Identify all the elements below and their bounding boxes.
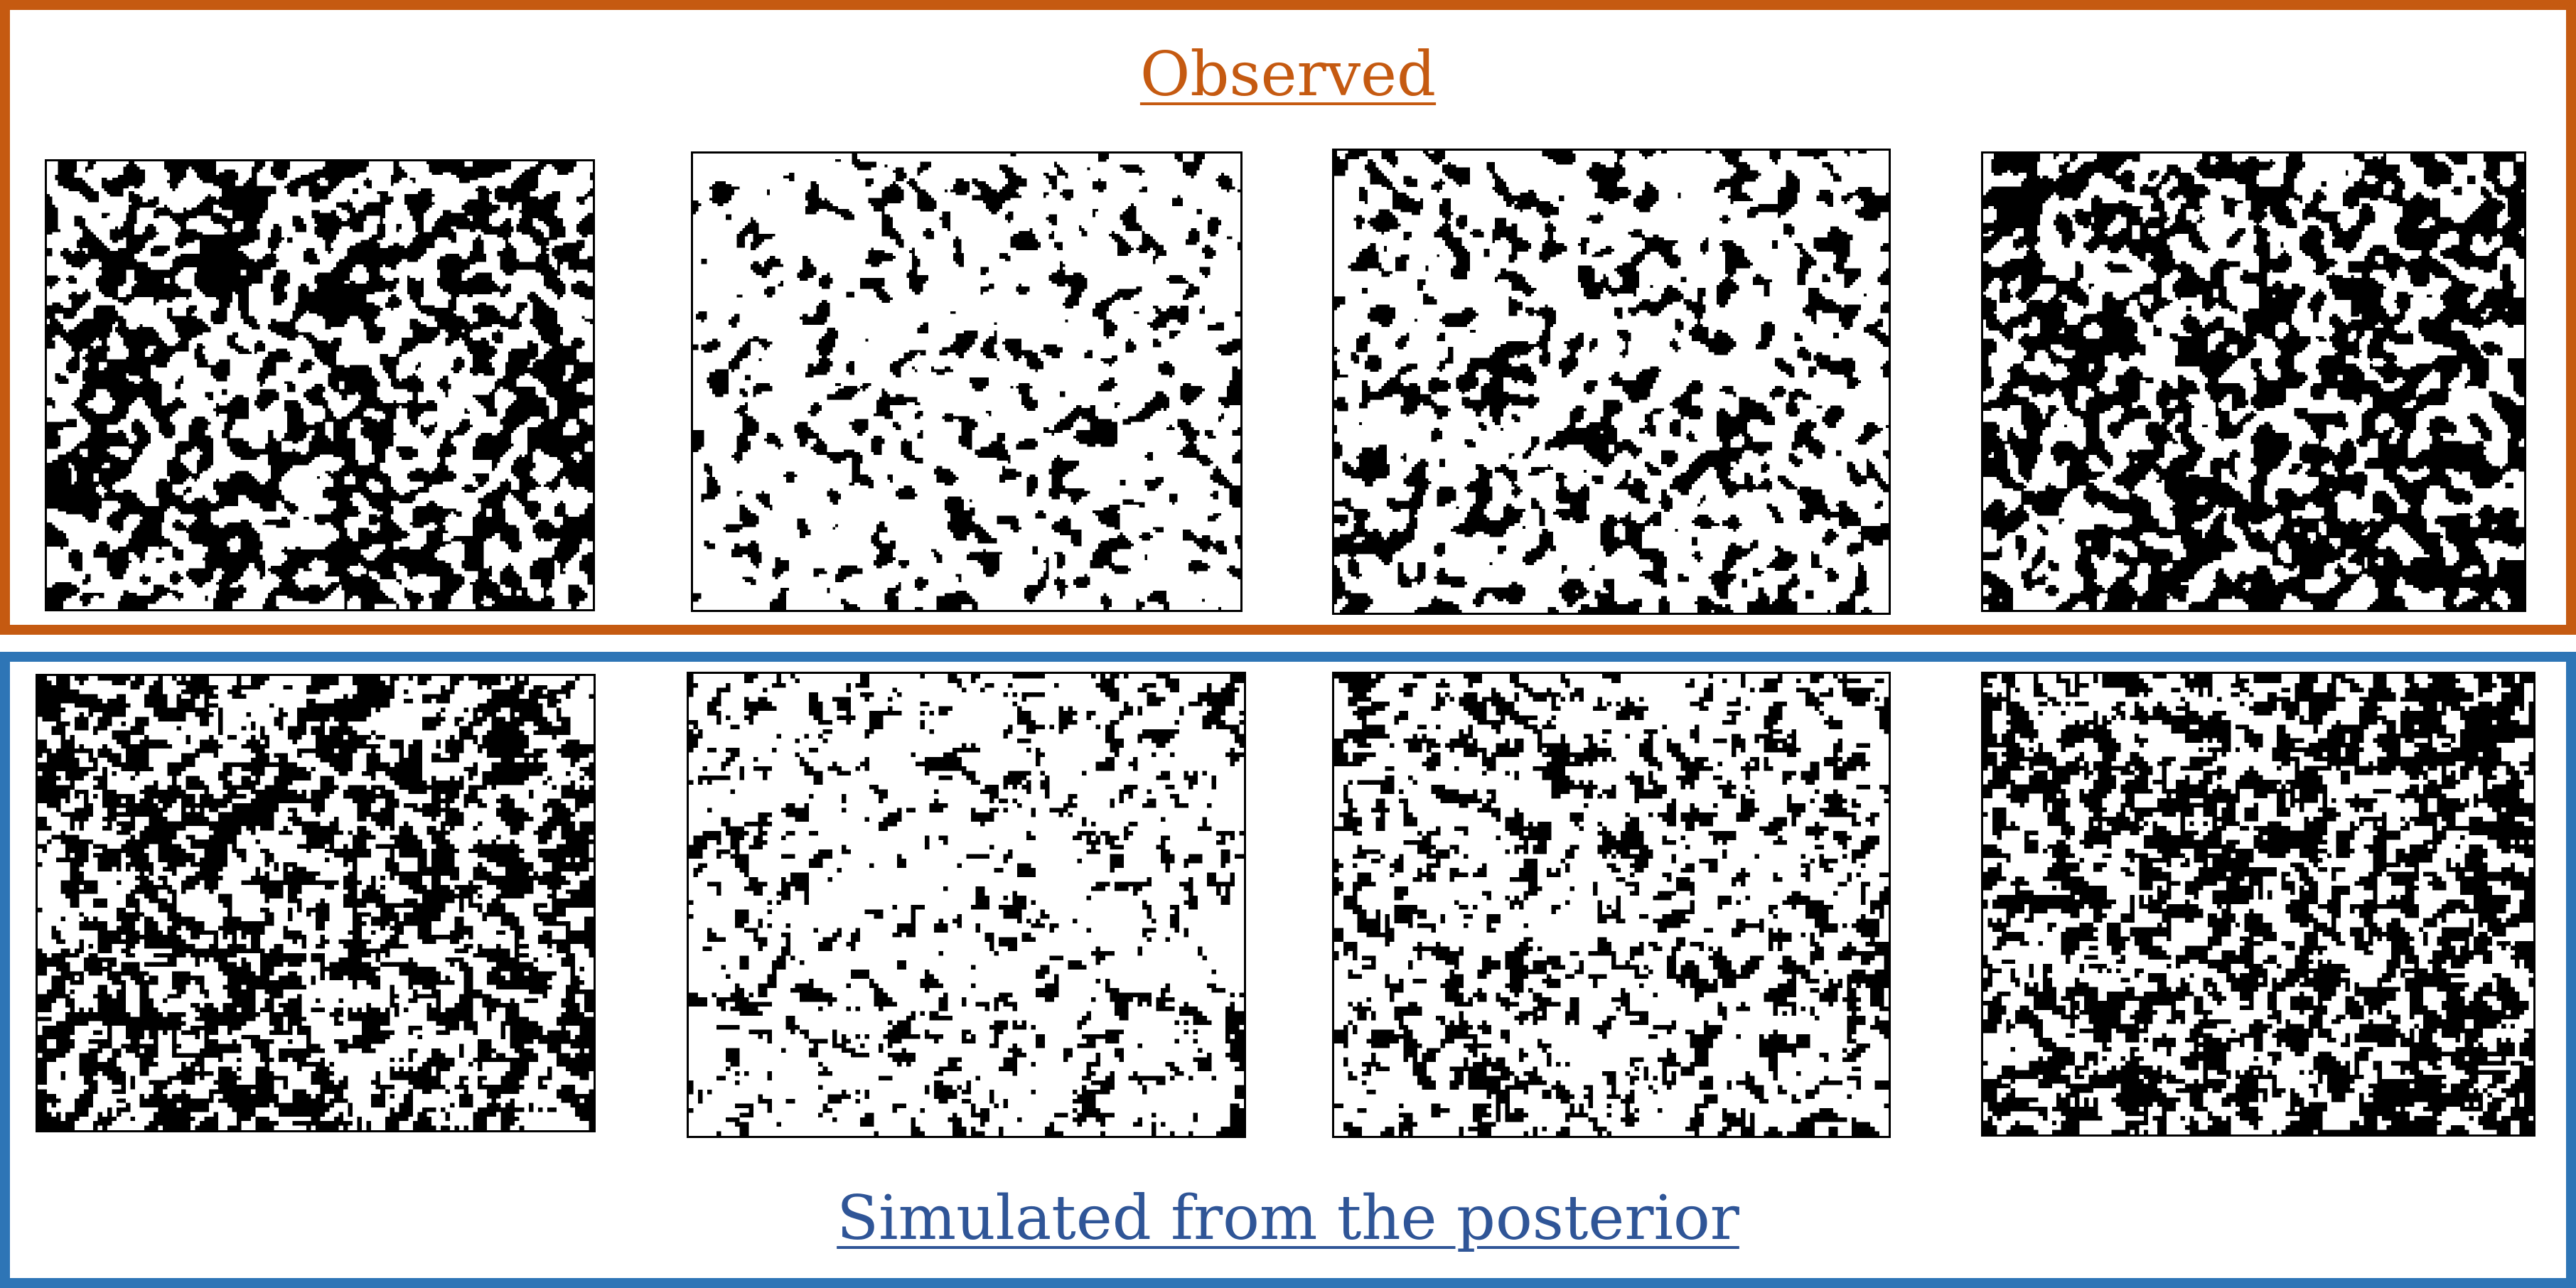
simulated-field-2 bbox=[687, 672, 1246, 1138]
observed-title: Observed bbox=[1139, 39, 1437, 110]
observed-field-3 bbox=[1332, 149, 1891, 615]
simulated-title: Simulated from the posterior bbox=[837, 1183, 1739, 1254]
simulated-field-4 bbox=[1981, 672, 2535, 1137]
simulated-field-1 bbox=[36, 674, 596, 1132]
observed-field-4 bbox=[1981, 151, 2526, 612]
simulated-field-3 bbox=[1332, 672, 1891, 1138]
observed-field-1 bbox=[45, 159, 595, 611]
observed-field-2 bbox=[691, 151, 1243, 612]
